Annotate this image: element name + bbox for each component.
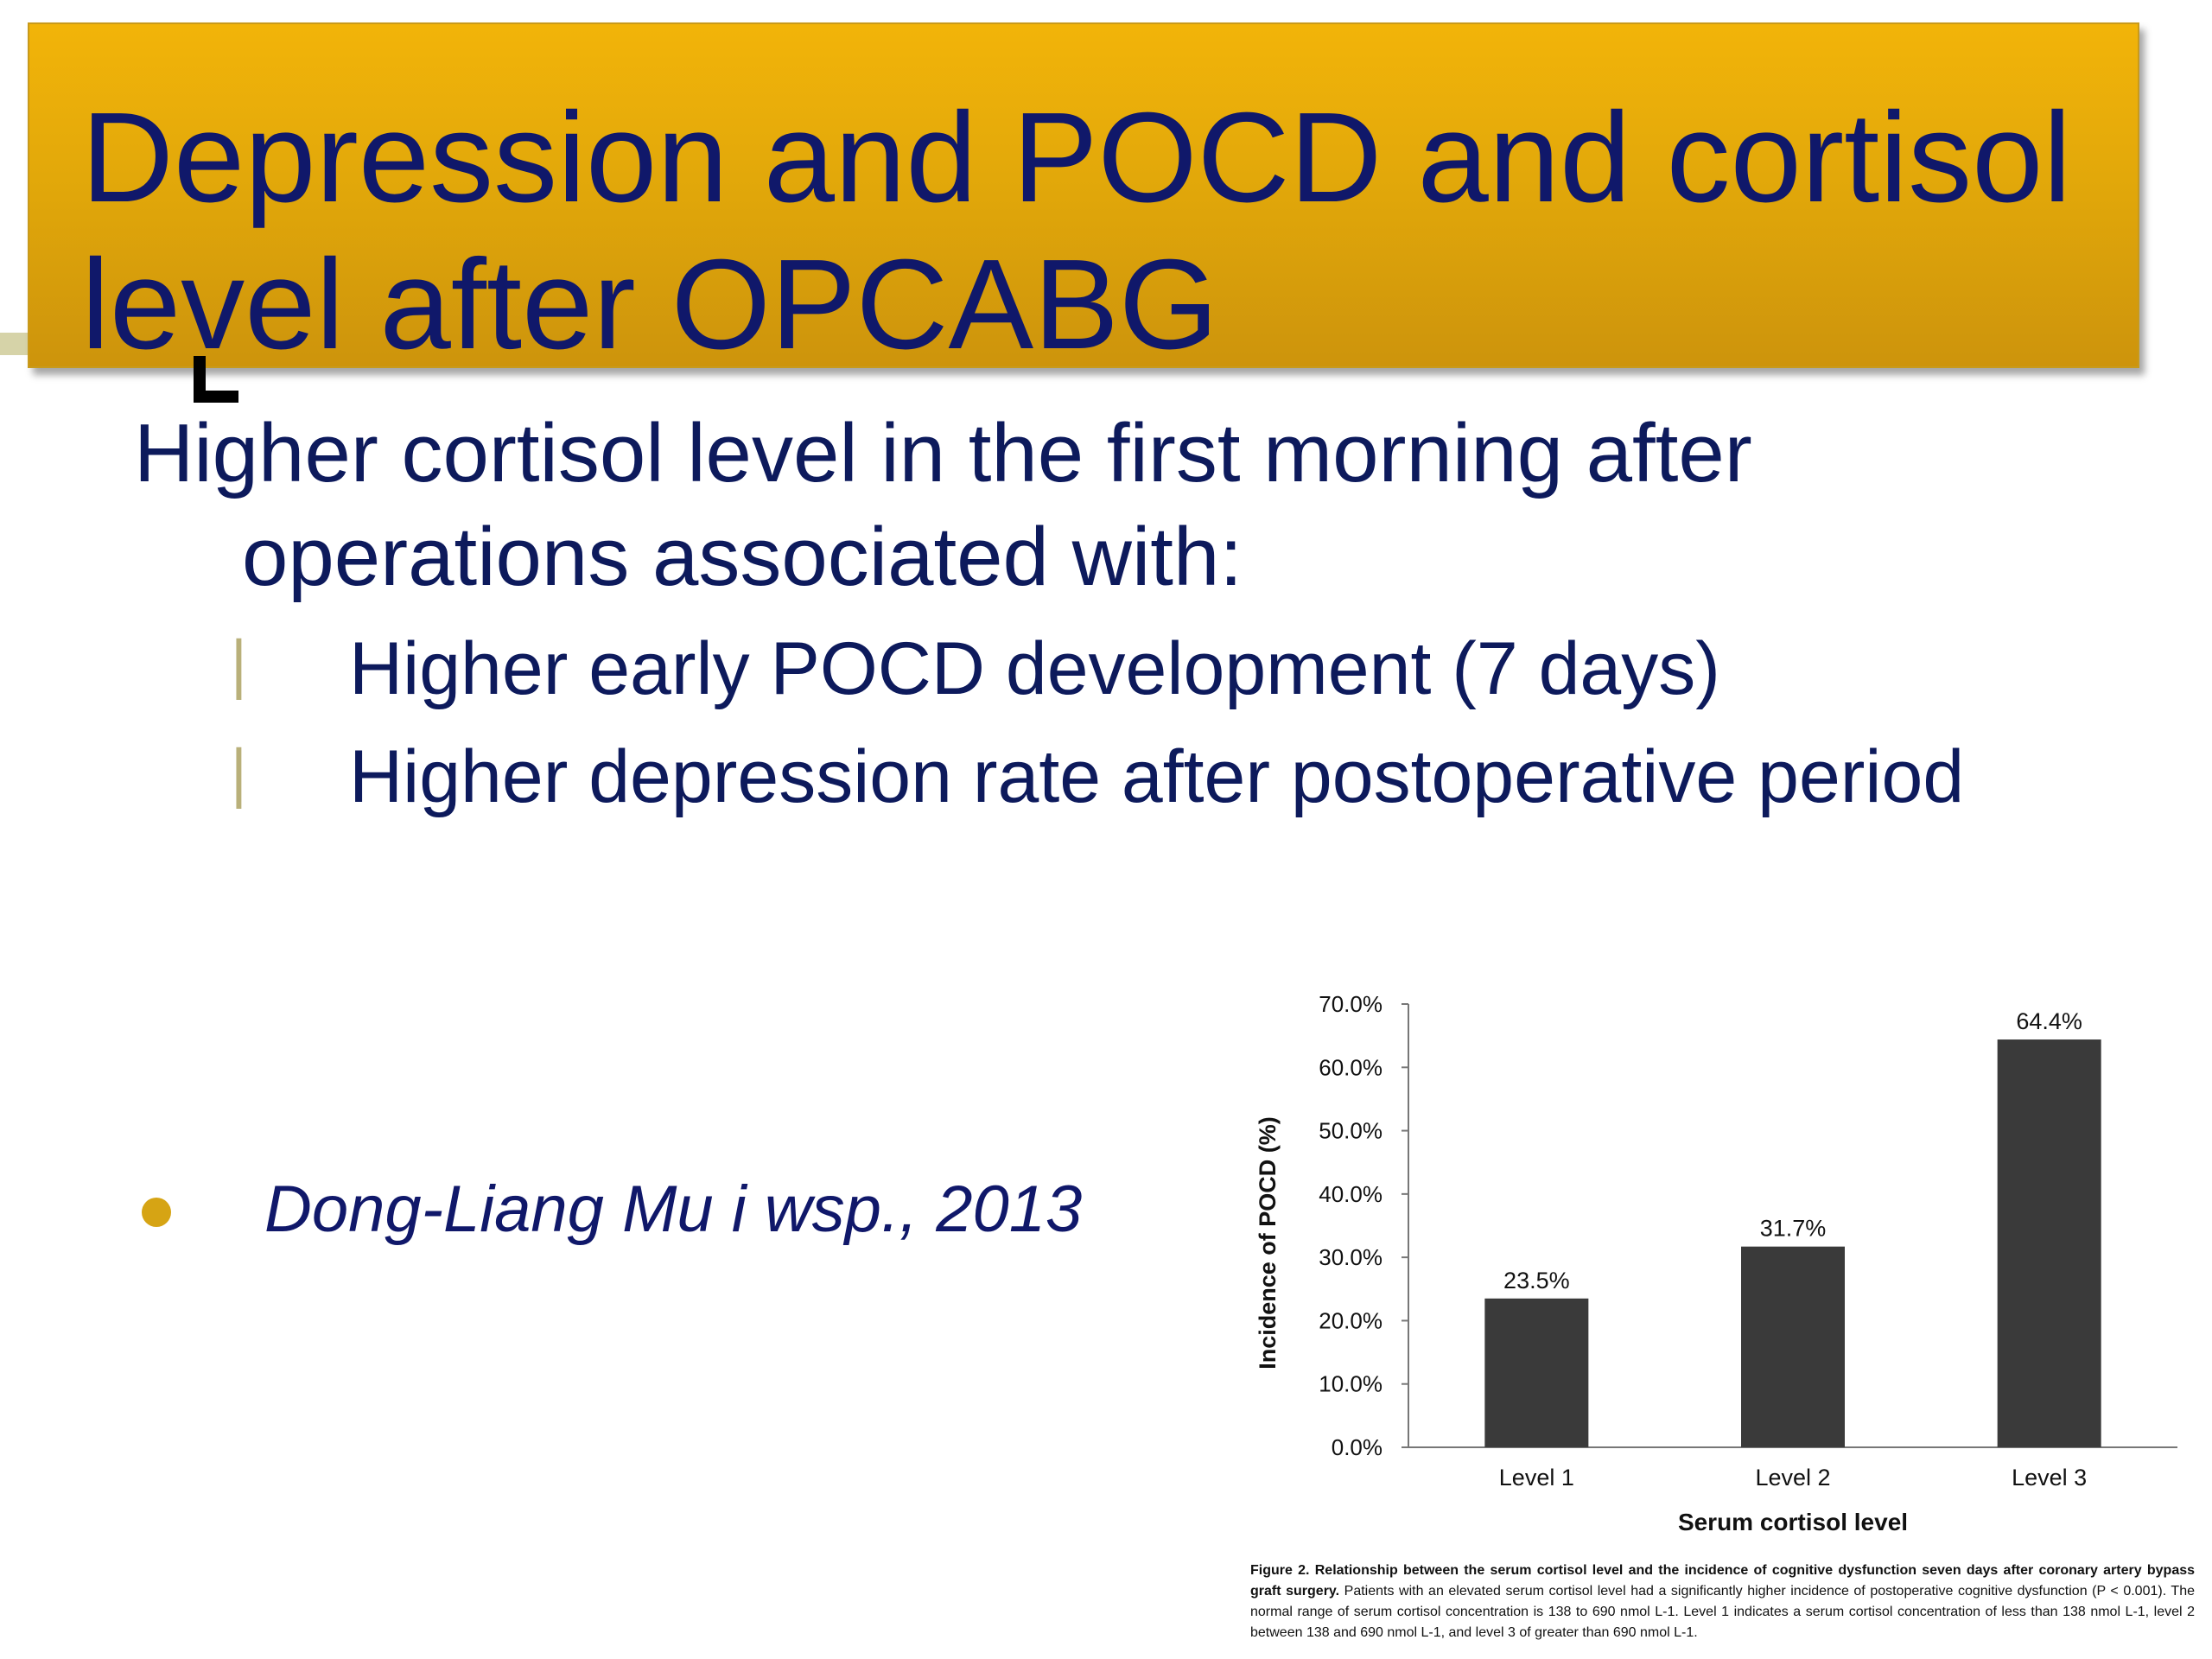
corner-mark-foot — [194, 391, 238, 403]
x-axis-title: Serum cortisol level — [1678, 1509, 1908, 1535]
x-tick-label: Level 3 — [2012, 1465, 2087, 1491]
sub-point-2: Higher depression rate after postoperati… — [349, 735, 1965, 818]
y-tick-label: 60.0% — [1319, 1054, 1382, 1080]
y-axis-title: Incidence of POCD (%) — [1255, 1116, 1281, 1370]
y-tick-label: 20.0% — [1319, 1307, 1382, 1333]
bar — [1741, 1246, 1845, 1447]
y-tick-label: 50.0% — [1319, 1118, 1382, 1144]
sub-bullet-icon: ▏ — [237, 748, 277, 809]
bar — [1997, 1039, 2101, 1447]
x-tick-label: Level 1 — [1499, 1465, 1574, 1491]
title-line-1: Depression and POCD and cortisol — [81, 86, 2072, 229]
sub-bullet-icon: ▏ — [237, 639, 277, 700]
y-tick-label: 40.0% — [1319, 1181, 1382, 1207]
y-tick-label: 0.0% — [1332, 1434, 1382, 1460]
bullet-dot-icon — [142, 1198, 171, 1227]
main-point-line-2: operations associated with: — [242, 511, 1243, 603]
caption-title: Relationship between the serum cortisol … — [1250, 1563, 2196, 1599]
caption-body: Patients with an elevated serum cortisol… — [1250, 1584, 2196, 1640]
bar-value-label: 64.4% — [2016, 1008, 2082, 1034]
citation: Dong-Liang Mu i wsp., 2013 — [264, 1173, 1083, 1246]
title-banner: Depression and POCD and cortisol level a… — [28, 22, 2139, 376]
caption-label: Figure 2. — [1250, 1563, 1310, 1578]
y-tick-label: 10.0% — [1319, 1371, 1382, 1397]
sub-point-1: Higher early POCD development (7 days) — [349, 627, 1720, 710]
bar-chart: 0.0% 10.0% 20.0% 30.0% 40.0% 50.0% 60.0% 70.0% 2… — [1255, 991, 2177, 1535]
figure-caption: Figure 2. Relationship between the serum… — [1250, 1560, 2195, 1643]
slide-title: Depression and POCD and cortisol level a… — [81, 85, 2138, 378]
main-point-line-1: Higher cortisol level in the first morni… — [134, 407, 1752, 499]
bar-value-label: 23.5% — [1503, 1268, 1570, 1294]
bar — [1484, 1298, 1589, 1447]
x-tick-label: Level 2 — [1755, 1465, 1830, 1491]
y-tick-label: 70.0% — [1319, 991, 1382, 1017]
title-line-2: level after OPCABG — [81, 233, 1219, 376]
y-tick-label: 30.0% — [1319, 1244, 1382, 1270]
bar-value-label: 31.7% — [1760, 1216, 1827, 1242]
